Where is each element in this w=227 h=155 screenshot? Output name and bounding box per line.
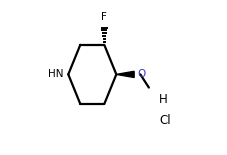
Text: F: F (101, 12, 107, 22)
Text: H: H (158, 93, 167, 106)
Text: HN: HN (48, 69, 63, 79)
Polygon shape (116, 71, 133, 78)
Text: O: O (136, 69, 145, 79)
Text: Cl: Cl (159, 114, 170, 127)
